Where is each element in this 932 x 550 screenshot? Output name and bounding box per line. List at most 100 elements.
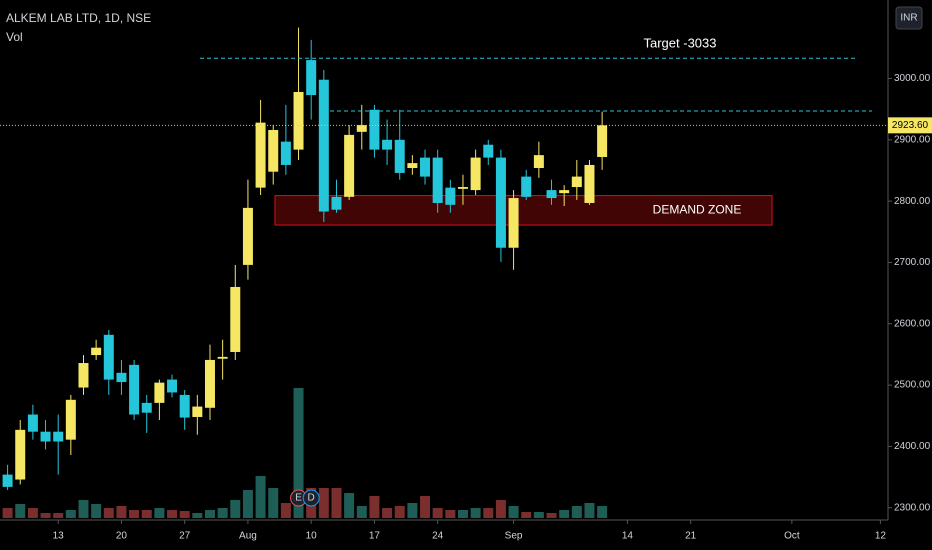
currency-label: INR bbox=[900, 13, 917, 24]
volume-bar bbox=[344, 493, 355, 518]
candle-body bbox=[533, 155, 544, 169]
volume-bar bbox=[280, 503, 291, 518]
candle-body bbox=[356, 125, 367, 132]
volume-bar bbox=[470, 508, 481, 518]
last-price-label: 2923.60 bbox=[892, 120, 929, 131]
volume-bar bbox=[369, 496, 380, 518]
volume-bar bbox=[129, 510, 140, 518]
candle-body bbox=[40, 431, 51, 442]
candle-body bbox=[15, 429, 26, 480]
demand-zone bbox=[274, 195, 773, 226]
event-label: D bbox=[308, 493, 315, 504]
x-tick-label: 27 bbox=[179, 531, 191, 542]
candle-body bbox=[255, 122, 266, 188]
volume-bar bbox=[293, 388, 304, 518]
candle-body bbox=[483, 144, 494, 158]
volume-bar bbox=[584, 503, 595, 518]
x-tick-label: 24 bbox=[432, 531, 444, 542]
candle-body bbox=[129, 364, 140, 415]
plot-area: DEMAND ZONE Target -3033 E D bbox=[0, 27, 888, 518]
volume-bar bbox=[242, 490, 253, 518]
volume-bar bbox=[382, 508, 393, 518]
volume-bar bbox=[331, 488, 342, 518]
x-tick-label: Aug bbox=[239, 531, 257, 542]
candle-body bbox=[179, 394, 190, 418]
volume-bar bbox=[53, 513, 64, 518]
candle-body bbox=[521, 176, 532, 197]
y-tick-label: 3000.00 bbox=[894, 73, 931, 84]
volume-bar bbox=[533, 512, 544, 518]
candle-body bbox=[2, 474, 13, 487]
volume-bar bbox=[167, 510, 178, 518]
candle-body bbox=[457, 187, 468, 189]
candle-body bbox=[470, 157, 481, 191]
volume-bar bbox=[217, 508, 228, 518]
volume-bar bbox=[597, 506, 608, 518]
candle-body bbox=[331, 196, 342, 210]
candle-body bbox=[217, 356, 228, 359]
candle-body bbox=[382, 139, 393, 150]
candle-body bbox=[394, 139, 405, 173]
x-tick-label: 20 bbox=[116, 531, 128, 542]
candle-body bbox=[369, 109, 380, 150]
candle-body bbox=[445, 187, 456, 205]
volume-bar bbox=[571, 506, 582, 518]
volume-bar bbox=[268, 488, 279, 518]
candle-body bbox=[116, 372, 127, 383]
y-tick-label: 2400.00 bbox=[894, 441, 931, 452]
volume-bar bbox=[103, 508, 114, 518]
candle-body bbox=[154, 382, 165, 403]
x-tick-label: 14 bbox=[622, 531, 634, 542]
x-tick-label: 10 bbox=[306, 531, 318, 542]
volume-bar bbox=[559, 510, 570, 518]
volume-bar bbox=[318, 488, 329, 518]
candle-body bbox=[584, 164, 595, 203]
candle-body bbox=[344, 134, 355, 197]
event-label: E bbox=[295, 493, 302, 504]
candle-body bbox=[280, 141, 291, 165]
volume-bar bbox=[40, 513, 51, 518]
volume-bar bbox=[154, 508, 165, 518]
volume-bar bbox=[91, 504, 102, 518]
overlay: 2300.00 2400.00 2500.00 2600.00 2700.00 2800.… bbox=[53, 73, 932, 542]
volume-bar bbox=[204, 510, 215, 518]
volume-bar bbox=[356, 506, 367, 518]
volume-bar bbox=[15, 504, 26, 518]
target-label: Target -3033 bbox=[644, 36, 717, 51]
candle-body bbox=[167, 379, 178, 393]
y-tick-label: 2600.00 bbox=[894, 318, 931, 329]
volume-bar bbox=[230, 500, 241, 518]
price-axis-bg bbox=[888, 0, 932, 550]
candle-body bbox=[27, 414, 38, 432]
volume-bar bbox=[192, 513, 203, 518]
y-tick-label: 2300.00 bbox=[894, 502, 931, 513]
chart-title: ALKEM LAB LTD, 1D, NSE bbox=[6, 11, 151, 25]
volume-bar bbox=[141, 510, 152, 518]
volume-bar bbox=[2, 508, 13, 518]
chart-subtitle: Vol bbox=[6, 30, 23, 44]
volume-bar bbox=[508, 506, 519, 518]
candle-body bbox=[597, 125, 608, 157]
y-tick-label: 2800.00 bbox=[894, 196, 931, 207]
candle-body bbox=[420, 157, 431, 177]
currency-badge[interactable] bbox=[895, 6, 923, 30]
volume-bar bbox=[420, 496, 431, 518]
candle-body bbox=[192, 406, 203, 417]
y-tick-label: 2700.00 bbox=[894, 257, 931, 268]
x-tick-label: Sep bbox=[505, 531, 523, 542]
volume-bar bbox=[432, 508, 443, 518]
volume-bar bbox=[179, 511, 190, 518]
volume-bar bbox=[65, 510, 76, 518]
x-tick-label: 17 bbox=[369, 531, 381, 542]
volume-bar bbox=[483, 508, 494, 518]
candle-body bbox=[432, 157, 443, 203]
volume-bar bbox=[27, 508, 38, 518]
volume-bar bbox=[546, 513, 557, 518]
candle-body bbox=[508, 198, 519, 248]
candle-body bbox=[559, 190, 570, 194]
x-tick-label: 21 bbox=[685, 531, 697, 542]
candle-body bbox=[242, 207, 253, 265]
volume-bar bbox=[394, 506, 405, 518]
candle-body bbox=[546, 190, 557, 199]
candle-body bbox=[53, 431, 64, 442]
